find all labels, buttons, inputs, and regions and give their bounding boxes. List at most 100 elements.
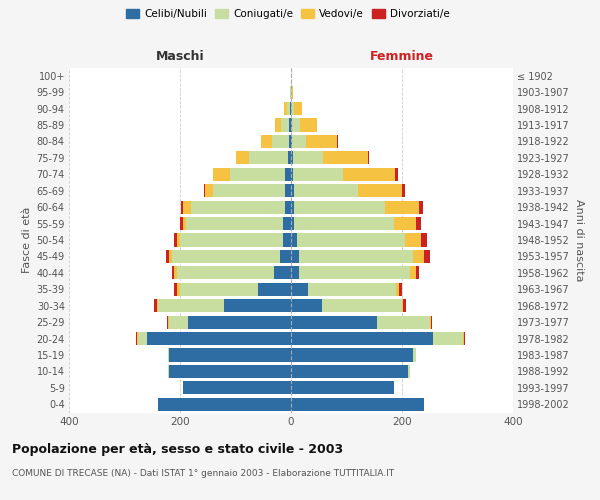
Bar bbox=[177, 266, 274, 280]
Bar bbox=[286, 200, 291, 213]
Bar bbox=[139, 332, 146, 345]
Bar bbox=[419, 200, 423, 213]
Bar bbox=[291, 118, 292, 132]
Bar bbox=[261, 135, 272, 148]
Bar bbox=[286, 168, 291, 181]
Bar bbox=[291, 299, 322, 312]
Bar bbox=[294, 102, 302, 115]
Bar bbox=[402, 184, 405, 198]
Bar bbox=[136, 332, 137, 345]
Bar bbox=[280, 250, 291, 263]
Bar bbox=[431, 316, 432, 328]
Bar bbox=[299, 266, 410, 280]
Bar bbox=[463, 332, 464, 345]
Bar bbox=[168, 365, 169, 378]
Bar bbox=[172, 266, 175, 280]
Bar bbox=[293, 168, 343, 181]
Bar bbox=[292, 118, 301, 132]
Bar bbox=[337, 135, 338, 148]
Bar bbox=[169, 250, 172, 263]
Legend: Celibi/Nubili, Coniugati/e, Vedovi/e, Divorziati/e: Celibi/Nubili, Coniugati/e, Vedovi/e, Di… bbox=[122, 5, 454, 24]
Bar bbox=[291, 217, 294, 230]
Bar bbox=[424, 250, 430, 263]
Bar bbox=[283, 234, 291, 246]
Text: Femmine: Femmine bbox=[370, 50, 434, 62]
Bar bbox=[287, 102, 290, 115]
Text: COMUNE DI TRECASE (NA) - Dati ISTAT 1° gennaio 2003 - Elaborazione TUTTITALIA.IT: COMUNE DI TRECASE (NA) - Dati ISTAT 1° g… bbox=[12, 468, 394, 477]
Bar bbox=[294, 217, 394, 230]
Bar bbox=[291, 135, 292, 148]
Bar bbox=[272, 135, 289, 148]
Bar bbox=[395, 168, 398, 181]
Bar bbox=[410, 266, 416, 280]
Bar bbox=[274, 266, 291, 280]
Bar bbox=[413, 250, 424, 263]
Bar bbox=[368, 152, 369, 164]
Bar bbox=[403, 299, 406, 312]
Bar bbox=[358, 184, 402, 198]
Bar bbox=[291, 382, 394, 394]
Bar bbox=[146, 332, 291, 345]
Bar bbox=[158, 398, 291, 411]
Bar bbox=[137, 332, 139, 345]
Bar bbox=[306, 135, 337, 148]
Bar bbox=[158, 299, 224, 312]
Bar bbox=[258, 282, 291, 296]
Bar bbox=[169, 365, 291, 378]
Bar bbox=[291, 168, 293, 181]
Bar bbox=[157, 299, 158, 312]
Bar bbox=[292, 86, 293, 98]
Bar bbox=[180, 234, 283, 246]
Bar bbox=[275, 118, 281, 132]
Bar bbox=[183, 217, 185, 230]
Bar bbox=[177, 234, 180, 246]
Bar bbox=[290, 86, 291, 98]
Bar bbox=[292, 135, 306, 148]
Bar bbox=[385, 200, 419, 213]
Bar bbox=[230, 168, 286, 181]
Bar bbox=[169, 348, 291, 362]
Bar bbox=[343, 168, 395, 181]
Bar bbox=[168, 316, 169, 328]
Bar bbox=[177, 282, 180, 296]
Bar bbox=[191, 200, 286, 213]
Bar bbox=[291, 250, 299, 263]
Bar bbox=[291, 234, 296, 246]
Bar bbox=[224, 299, 291, 312]
Bar bbox=[290, 102, 291, 115]
Bar bbox=[172, 250, 280, 263]
Bar bbox=[205, 184, 214, 198]
Bar bbox=[402, 299, 403, 312]
Y-axis label: Anni di nascita: Anni di nascita bbox=[574, 198, 584, 281]
Bar bbox=[421, 234, 427, 246]
Bar bbox=[250, 152, 288, 164]
Bar bbox=[283, 217, 291, 230]
Bar bbox=[180, 217, 183, 230]
Bar bbox=[397, 282, 399, 296]
Bar bbox=[291, 398, 424, 411]
Bar bbox=[291, 102, 294, 115]
Bar bbox=[214, 168, 230, 181]
Bar bbox=[301, 118, 317, 132]
Bar bbox=[291, 332, 433, 345]
Bar bbox=[291, 282, 308, 296]
Bar bbox=[291, 152, 293, 164]
Text: Popolazione per età, sesso e stato civile - 2003: Popolazione per età, sesso e stato civil… bbox=[12, 442, 343, 456]
Bar bbox=[407, 365, 410, 378]
Bar bbox=[405, 234, 421, 246]
Bar bbox=[377, 316, 430, 328]
Bar bbox=[154, 299, 157, 312]
Bar bbox=[185, 217, 283, 230]
Bar bbox=[308, 282, 397, 296]
Bar bbox=[416, 266, 419, 280]
Bar bbox=[175, 266, 177, 280]
Bar bbox=[291, 86, 292, 98]
Bar bbox=[166, 250, 169, 263]
Bar bbox=[286, 184, 291, 198]
Bar bbox=[183, 382, 291, 394]
Bar bbox=[416, 217, 421, 230]
Bar bbox=[188, 316, 291, 328]
Bar bbox=[296, 234, 405, 246]
Bar bbox=[168, 348, 169, 362]
Bar bbox=[294, 184, 358, 198]
